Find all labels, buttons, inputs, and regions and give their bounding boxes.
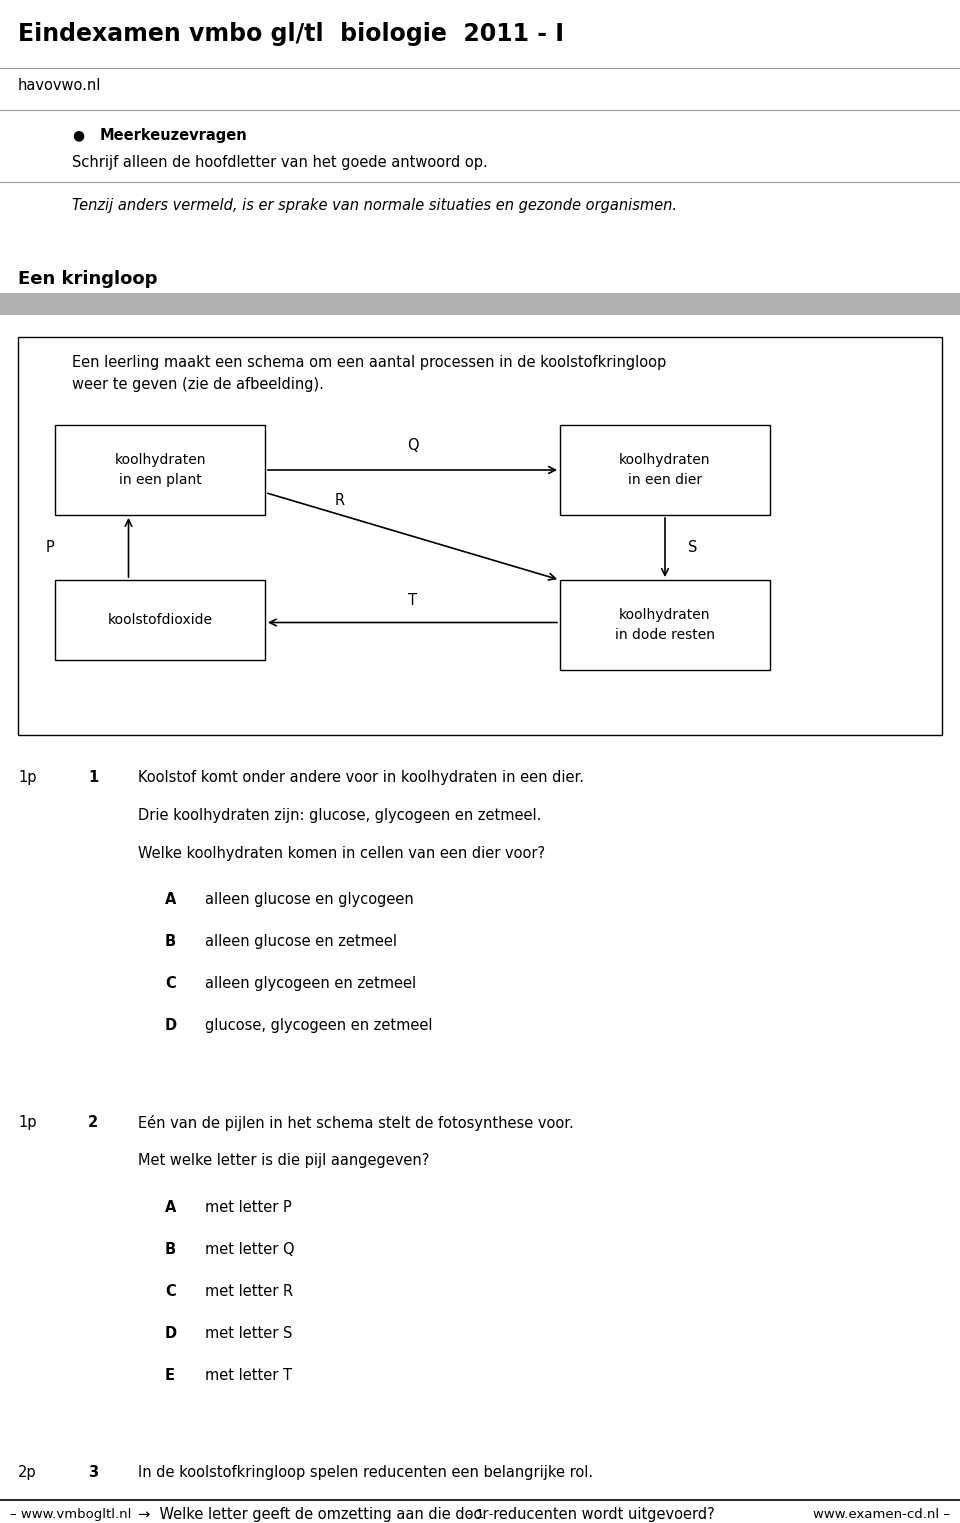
Text: Meerkeuzevragen: Meerkeuzevragen (100, 128, 248, 143)
Text: – www.vmbogltl.nl: – www.vmbogltl.nl (10, 1508, 132, 1521)
Text: Q: Q (407, 437, 419, 452)
Text: met letter Q: met letter Q (205, 1241, 295, 1256)
Text: R: R (335, 492, 345, 507)
Text: →  Welke letter geeft de omzetting aan die door reducenten wordt uitgevoerd?: → Welke letter geeft de omzetting aan di… (138, 1506, 715, 1521)
Text: Welke koolhydraten komen in cellen van een dier voor?: Welke koolhydraten komen in cellen van e… (138, 845, 545, 860)
Bar (55, 580, 265, 659)
Text: B: B (165, 1241, 176, 1256)
Text: 3: 3 (88, 1465, 98, 1480)
Bar (560, 580, 770, 670)
Text: Een leerling maakt een schema om een aantal processen in de koolstofkringloop
we: Een leerling maakt een schema om een aan… (72, 355, 666, 393)
Bar (560, 425, 770, 515)
Text: met letter R: met letter R (205, 1284, 293, 1299)
Bar (55, 425, 265, 515)
Text: A: A (165, 1200, 177, 1215)
Text: Met welke letter is die pijl aangegeven?: Met welke letter is die pijl aangegeven? (138, 1153, 429, 1168)
Text: koolhydraten
in een plant: koolhydraten in een plant (114, 454, 205, 487)
Text: ●: ● (72, 128, 84, 142)
Text: glucose, glycogeen en zetmeel: glucose, glycogeen en zetmeel (205, 1017, 433, 1033)
Text: S: S (688, 541, 698, 554)
Bar (0, 292, 960, 315)
Text: 2: 2 (88, 1115, 98, 1130)
Text: - 1 -: - 1 - (467, 1508, 493, 1521)
Text: alleen glucose en zetmeel: alleen glucose en zetmeel (205, 934, 397, 949)
Text: P: P (46, 541, 55, 554)
Text: met letter T: met letter T (205, 1368, 292, 1383)
Text: havovwo.nl: havovwo.nl (18, 78, 102, 93)
Text: alleen glycogeen en zetmeel: alleen glycogeen en zetmeel (205, 976, 416, 991)
Text: alleen glucose en glycogeen: alleen glucose en glycogeen (205, 892, 414, 908)
Text: www.examen-cd.nl –: www.examen-cd.nl – (813, 1508, 950, 1521)
Text: D: D (165, 1327, 178, 1340)
Text: 1: 1 (88, 771, 98, 784)
Text: D: D (165, 1017, 178, 1033)
Text: met letter S: met letter S (205, 1327, 293, 1340)
Text: koolhydraten
in dode resten: koolhydraten in dode resten (615, 608, 715, 641)
Text: Een kringloop: Een kringloop (18, 270, 157, 288)
Text: A: A (165, 892, 177, 908)
Text: 1p: 1p (18, 771, 36, 784)
Text: Eindexamen vmbo gl/tl  biologie  2011 - I: Eindexamen vmbo gl/tl biologie 2011 - I (18, 21, 564, 46)
Text: T: T (408, 592, 417, 608)
Text: Tenzij anders vermeld, is er sprake van normale situaties en gezonde organismen.: Tenzij anders vermeld, is er sprake van … (72, 198, 677, 213)
Text: koolhydraten
in een dier: koolhydraten in een dier (619, 454, 710, 487)
Text: B: B (165, 934, 176, 949)
Text: met letter P: met letter P (205, 1200, 292, 1215)
Text: In de koolstofkringloop spelen reducenten een belangrijke rol.: In de koolstofkringloop spelen reducente… (138, 1465, 593, 1480)
Text: Schrijf alleen de hoofdletter van het goede antwoord op.: Schrijf alleen de hoofdletter van het go… (72, 155, 488, 171)
Text: Koolstof komt onder andere voor in koolhydraten in een dier.: Koolstof komt onder andere voor in koolh… (138, 771, 584, 784)
Text: E: E (165, 1368, 175, 1383)
Text: 1p: 1p (18, 1115, 36, 1130)
Bar (18, 337, 942, 736)
Text: 2p: 2p (18, 1465, 36, 1480)
Text: Drie koolhydraten zijn: glucose, glycogeen en zetmeel.: Drie koolhydraten zijn: glucose, glycoge… (138, 809, 541, 822)
Text: C: C (165, 976, 176, 991)
Text: koolstofdioxide: koolstofdioxide (108, 612, 212, 627)
Text: C: C (165, 1284, 176, 1299)
Text: Eén van de pijlen in het schema stelt de fotosynthese voor.: Eén van de pijlen in het schema stelt de… (138, 1115, 574, 1132)
